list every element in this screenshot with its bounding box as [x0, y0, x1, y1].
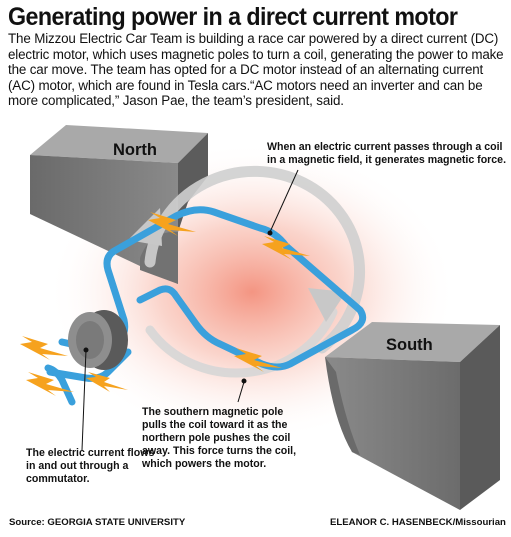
spark-icon: [20, 336, 68, 360]
commutator: [68, 310, 128, 370]
spark-icon: [234, 348, 282, 372]
north-magnet: [30, 125, 208, 284]
spark-icons: [20, 212, 310, 396]
leader-lines: [81, 169, 299, 451]
annotation-magnetic-force: When an electric current passes through …: [267, 141, 507, 166]
annotation-commutator: The electric current flows in and out th…: [26, 447, 155, 485]
intro-paragraph: The Mizzou Electric Car Team is building…: [8, 31, 504, 109]
artist-credit: ELEANOR C. HASENBECK/Missourian: [330, 517, 506, 528]
south-magnet: [325, 322, 500, 510]
coil-wire-lead-2: [44, 364, 76, 406]
south-pole-label: South: [386, 336, 433, 354]
spark-icon: [26, 372, 74, 396]
arrowhead-right: [308, 288, 346, 322]
spark-icon: [86, 372, 128, 392]
spark-icon: [148, 212, 196, 236]
north-pole-label: North: [113, 141, 157, 159]
spark-icon: [262, 236, 310, 260]
source-credit: Source: GEORGIA STATE UNIVERSITY: [9, 517, 186, 528]
graphic-title: Generating power in a direct current mot…: [8, 3, 458, 31]
annotation-southern-pole: The southern magnetic pole pulls the coi…: [142, 406, 297, 470]
